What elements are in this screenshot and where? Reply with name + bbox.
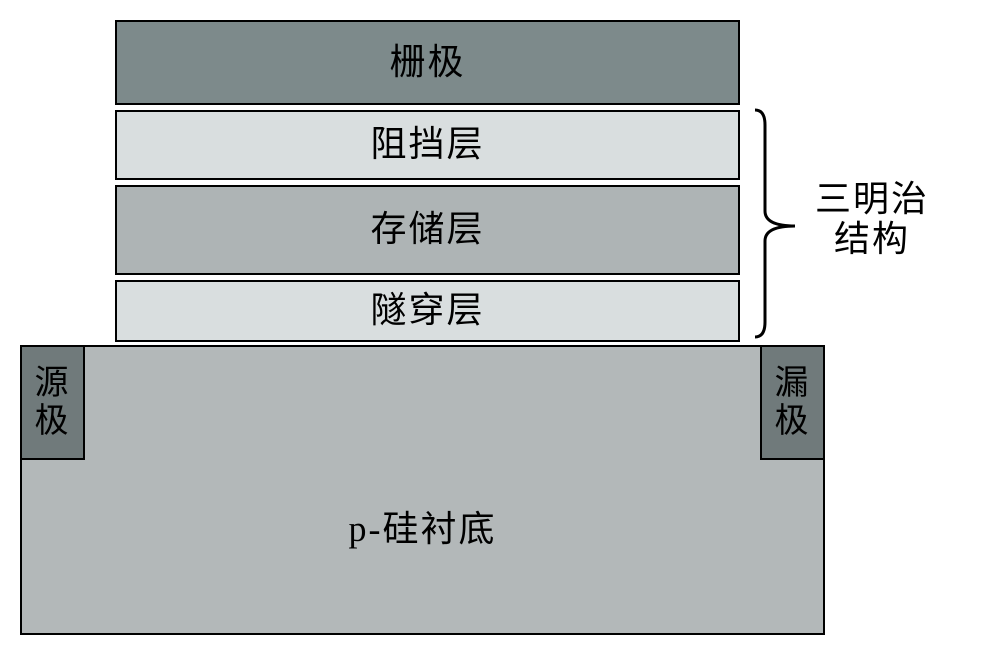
- terminal-source: 源 极: [20, 345, 85, 460]
- layer-gate-label: 栅极: [389, 43, 465, 83]
- diagram-canvas: p-硅衬底 源 极 漏 极 隧穿层 存储层 阻挡层 栅极 三明治 结构: [0, 0, 1000, 655]
- terminal-drain: 漏 极: [760, 345, 825, 460]
- layer-tunnel-label: 隧穿层: [370, 291, 484, 331]
- bracket-label-box: 三明治 结构: [815, 160, 995, 280]
- layer-block: 阻挡层: [115, 110, 740, 180]
- layer-storage: 存储层: [115, 185, 740, 275]
- layer-gate: 栅极: [115, 20, 740, 105]
- layer-storage-label: 存储层: [370, 210, 484, 250]
- layer-tunnel: 隧穿层: [115, 280, 740, 342]
- layer-block-label: 阻挡层: [370, 125, 484, 165]
- layer-substrate-label: p-硅衬底: [349, 510, 497, 550]
- bracket-icon: [750, 105, 810, 347]
- terminal-source-label: 源 极: [35, 365, 71, 440]
- bracket-label: 三明治 结构: [815, 180, 929, 259]
- layer-substrate: p-硅衬底: [20, 345, 825, 635]
- terminal-drain-label: 漏 极: [775, 365, 811, 440]
